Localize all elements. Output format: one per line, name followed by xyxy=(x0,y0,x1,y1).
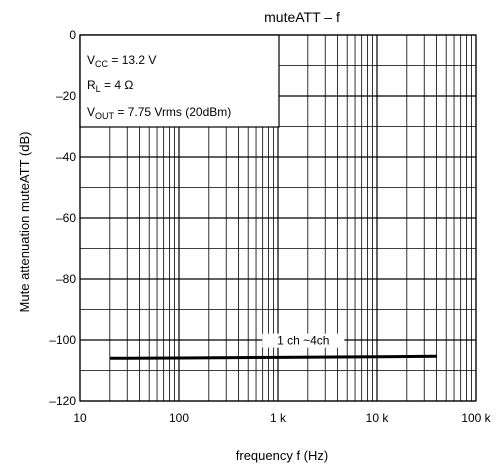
y-tick-label: 0 xyxy=(69,28,76,42)
x-tick-label: 10 xyxy=(73,411,87,425)
plot-frame xyxy=(79,34,477,402)
conditions-box: VCC = 13.2 V RL = 4 Ω VOUT = 7.75 Vrms (20… xyxy=(79,34,280,128)
x-axis-label: frequency f (Hz) xyxy=(236,448,328,463)
x-tick-labels: 10 100 1 k 10 k 100 k xyxy=(73,411,491,425)
condition-text: RL = 4 Ω xyxy=(87,78,133,94)
y-tick-labels: 0 –20 –40 –60 –80 –100 –120 xyxy=(49,28,76,408)
series-group: 1 ch ~4ch xyxy=(109,333,437,360)
conditions-box-frame xyxy=(79,34,280,128)
condition-text: VCC = 13.2 V xyxy=(87,53,156,69)
series-label: 1 ch ~4ch xyxy=(277,334,329,348)
series-label-backdrop xyxy=(262,333,345,348)
y-tick-label: –20 xyxy=(56,89,76,103)
condition-text: VOUT = 7.75 Vrms (20dBm) xyxy=(87,105,231,121)
x-tick-label: 100 k xyxy=(461,411,491,425)
x-tick-label: 100 xyxy=(169,411,189,425)
y-tick-label: –60 xyxy=(56,211,76,225)
y-axis-label: Mute attenuation muteATT (dB) xyxy=(17,132,32,313)
y-tick-label: –120 xyxy=(49,394,76,408)
y-tick-label: –100 xyxy=(49,333,76,347)
y-tick-label: –80 xyxy=(56,272,76,286)
x-tick-label: 1 k xyxy=(270,411,287,425)
x-tick-label: 10 k xyxy=(366,411,390,425)
series-line xyxy=(109,354,437,360)
y-tick-label: –40 xyxy=(56,150,76,164)
chart-title: muteATT – f xyxy=(264,9,340,25)
